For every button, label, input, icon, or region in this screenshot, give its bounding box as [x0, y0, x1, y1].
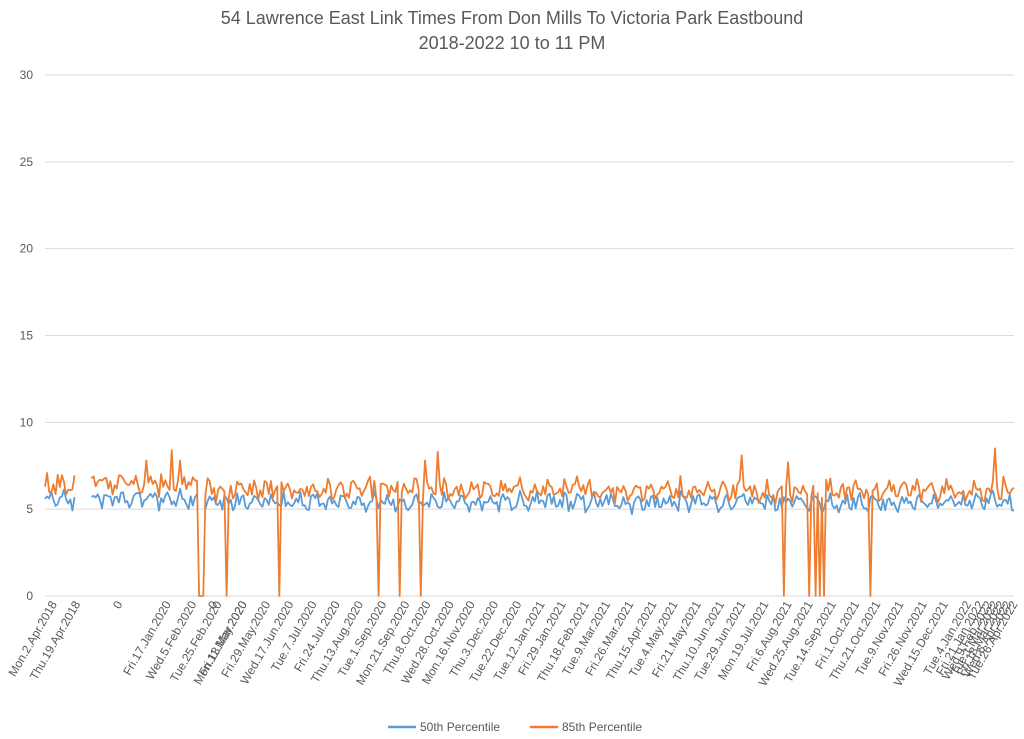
y-tick-label: 0: [26, 589, 33, 603]
y-tick-label: 15: [20, 329, 34, 343]
series-line-85th-percentile: [44, 447, 1015, 597]
series-line-50th-percentile: [44, 487, 1015, 516]
y-tick-label: 20: [20, 242, 34, 256]
y-tick-label: 25: [20, 155, 34, 169]
legend: 50th Percentile 85th Percentile: [388, 720, 642, 734]
legend-label: 50th Percentile: [420, 720, 500, 734]
chart-subtitle: 2018-2022 10 to 11 PM: [419, 33, 606, 53]
y-tick-label: 5: [26, 502, 33, 516]
y-tick-label: 30: [20, 68, 34, 82]
chart-title: 54 Lawrence East Link Times From Don Mil…: [221, 8, 804, 28]
x-tick-label: 0: [110, 598, 126, 611]
y-tick-label: 10: [20, 415, 34, 429]
gridlines: [45, 74, 1014, 597]
legend-label: 85th Percentile: [562, 720, 642, 734]
series-layer: [44, 447, 1015, 597]
y-axis-ticks: 0 5 10 15 20 25 30: [20, 68, 34, 603]
